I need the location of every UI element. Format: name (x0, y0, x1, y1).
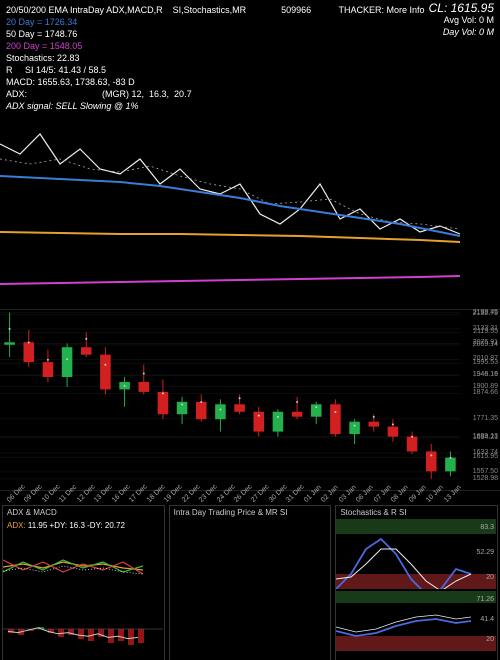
hdr-ticker: 509966 THACKER: More Info (281, 5, 424, 15)
price-tick: 1528.98 (473, 475, 498, 482)
stoch-label: Stochastics: 22.83 (6, 52, 494, 64)
adx-macd-panel[interactable]: ADX & MACD ADX: 11.95 +DY: 16.3 -DY: 20.… (2, 505, 165, 660)
adx-macd-title: ADX & MACD (3, 506, 164, 519)
adx-signal: ADX signal: SELL Slowing @ 1% (6, 100, 494, 112)
svg-text:20: 20 (487, 636, 495, 643)
price-tick: 2119.55 (473, 328, 498, 335)
adx-label: ADX: (6, 89, 27, 99)
stoch-title: Stochastics & R SI (336, 506, 497, 519)
ema200-label: 200 Day = 1548.05 (6, 40, 494, 52)
macd-label: MACD: 1655.63, 1738.63, -83 D (6, 76, 494, 88)
adx-mgr: (MGR) 12, 16.3, 20.7 (102, 89, 192, 99)
hdr-line1: 20/50/200 EMA IntraDay ADX,MACD,R SI,Sto… (6, 5, 246, 15)
date-axis: 06 Dec09 Dec10 Dec11 Dec12 Dec13 Dec16 D… (6, 491, 460, 503)
price-tick: 1615.95 (473, 453, 498, 460)
price-tick: 1694.21 (473, 434, 498, 441)
ema50-label: 50 Day = 1748.76 (6, 28, 494, 40)
adx-val: ADX: (7, 521, 28, 530)
price-tick: 1557.50 (473, 468, 498, 475)
svg-text:83.3: 83.3 (481, 524, 495, 531)
ema20-label: 20 Day = 1726.34 (6, 16, 494, 28)
indicator-row: ADX & MACD ADX: 11.95 +DY: 16.3 -DY: 20.… (0, 503, 500, 660)
svg-text:52.29: 52.29 (477, 549, 495, 556)
intraday-title: Intra Day Trading Price & MR SI (170, 506, 331, 519)
price-tick: 1874.66 (473, 389, 498, 396)
day-vol: Day Vol: 0 M (429, 26, 494, 38)
price-tick: 1995.53 (473, 359, 498, 366)
price-axis: 2198.452192.792133.312119.552075.912069.… (462, 310, 498, 490)
close-price: CL: 1615.95 (429, 2, 494, 14)
svg-text:71.26: 71.26 (477, 596, 495, 603)
chart-header: 20/50/200 EMA IntraDay ADX,MACD,R SI,Sto… (0, 0, 500, 114)
price-tick: 2069.14 (473, 341, 498, 348)
avg-vol: Avg Vol: 0 M (429, 14, 494, 26)
price-tick: 1948.19 (473, 371, 498, 378)
intraday-panel[interactable]: Intra Day Trading Price & MR SI (169, 505, 332, 660)
chart-page: 20/50/200 EMA IntraDay ADX,MACD,R SI,Sto… (0, 0, 500, 660)
price-tick: 1771.35 (473, 415, 498, 422)
svg-text:41.4: 41.4 (481, 616, 495, 623)
price-tick: 2192.79 (473, 310, 498, 317)
candlestick-panel[interactable]: 2198.452192.792133.312119.552075.912069.… (0, 310, 500, 491)
ma-overlay-panel[interactable] (0, 114, 500, 310)
svg-text:20: 20 (487, 574, 495, 581)
stochastics-panel[interactable]: Stochastics & R SI 83.3 52.29 20 71.26 41.4… (335, 505, 498, 660)
rsi-label: R SI 14/5: 41.43 / 58.5 (6, 64, 494, 76)
